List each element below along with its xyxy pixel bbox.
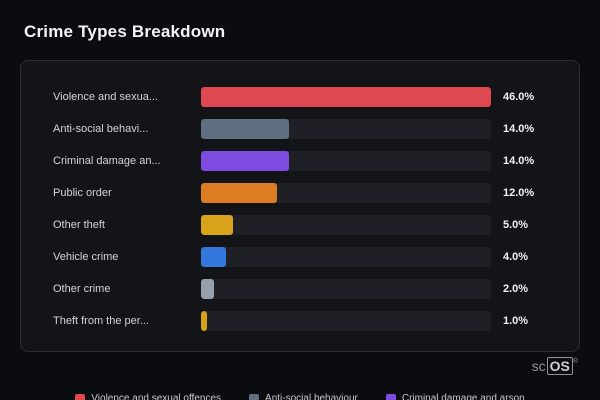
legend-item[interactable]: Violence and sexual offences xyxy=(75,393,221,400)
legend-swatch-icon xyxy=(249,393,260,400)
bar-row: Theft from the per... 1.0% xyxy=(53,305,551,337)
bar-row: Violence and sexua... 46.0% xyxy=(53,81,551,113)
watermark-logo: OS xyxy=(546,357,573,375)
bar-track xyxy=(201,119,491,139)
legend-item[interactable]: Anti-social behaviour xyxy=(249,393,358,400)
bar-fill[interactable] xyxy=(201,247,227,267)
bar-fill[interactable] xyxy=(201,119,290,139)
bar-rows: Violence and sexua... 46.0% Anti-social be… xyxy=(53,81,551,337)
bar-track xyxy=(201,247,491,267)
watermark-prefix: sc xyxy=(531,358,546,374)
bar-row: Other crime 2.0% xyxy=(53,273,551,305)
bar-value-label: 2.0% xyxy=(503,283,529,295)
bar-track xyxy=(201,151,491,171)
bar-value-label: 4.0% xyxy=(503,251,529,263)
bar-fill[interactable] xyxy=(201,215,233,235)
bar-value-label: 46.0% xyxy=(503,91,535,103)
bar-category-label: Public order xyxy=(53,187,112,199)
legend-label: Criminal damage and arson xyxy=(401,393,525,400)
bar-category-label: Vehicle crime xyxy=(53,251,119,263)
bar-category-label: Anti-social behavi... xyxy=(53,123,149,135)
scos-watermark: sc OS ® xyxy=(531,357,578,375)
chart-legend: Violence and sexual offences Anti-social … xyxy=(0,393,600,400)
legend-item[interactable]: Criminal damage and arson xyxy=(385,393,525,400)
chart-panel: Violence and sexua... 46.0% Anti-social be… xyxy=(20,60,580,352)
bar-track xyxy=(201,183,491,203)
bar-fill[interactable] xyxy=(201,279,214,299)
bar-fill[interactable] xyxy=(201,87,491,107)
bar-track xyxy=(201,87,491,107)
bar-track xyxy=(201,311,491,331)
page-title: Crime Types Breakdown xyxy=(24,22,226,41)
bar-category-label: Theft from the per... xyxy=(53,315,149,327)
bar-category-label: Other theft xyxy=(53,219,105,231)
bar-row: Criminal damage an... 14.0% xyxy=(53,145,551,177)
bar-row: Public order 12.0% xyxy=(53,177,551,209)
bar-track xyxy=(201,279,491,299)
bar-category-label: Criminal damage an... xyxy=(53,155,161,167)
bar-value-label: 14.0% xyxy=(503,123,535,135)
bar-category-label: Violence and sexua... xyxy=(53,91,158,103)
bar-category-label: Other crime xyxy=(53,283,111,295)
bar-fill[interactable] xyxy=(201,311,208,331)
bar-value-label: 14.0% xyxy=(503,155,535,167)
bar-row: Other theft 5.0% xyxy=(53,209,551,241)
legend-label: Anti-social behaviour xyxy=(265,393,358,400)
bar-row: Anti-social behavi... 14.0% xyxy=(53,113,551,145)
bar-track xyxy=(201,215,491,235)
bar-fill[interactable] xyxy=(201,183,277,203)
legend-swatch-icon xyxy=(385,393,396,400)
bar-fill[interactable] xyxy=(201,151,290,171)
legend-swatch-icon xyxy=(75,393,86,400)
legend-label: Violence and sexual offences xyxy=(91,393,222,400)
bar-value-label: 5.0% xyxy=(503,219,529,231)
bar-value-label: 1.0% xyxy=(503,315,529,327)
registered-mark: ® xyxy=(572,358,578,365)
bar-value-label: 12.0% xyxy=(503,187,535,199)
bar-row: Vehicle crime 4.0% xyxy=(53,241,551,273)
